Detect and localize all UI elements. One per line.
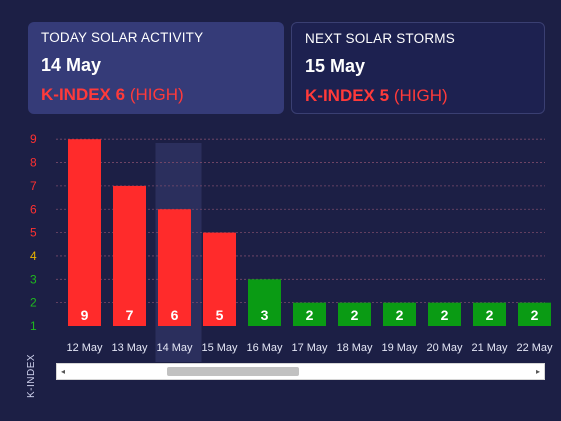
- next-kindex: K-INDEX 5 (HIGH): [305, 86, 544, 106]
- x-tick-label: 14 May: [156, 342, 193, 354]
- next-storms-label: NEXT SOLAR STORMS: [305, 31, 455, 46]
- x-tick-label: 17 May: [291, 342, 328, 354]
- scrollbar-thumb[interactable]: [167, 367, 299, 376]
- x-tick-label: 22 May: [516, 342, 553, 354]
- bar-value-label: 6: [171, 307, 179, 323]
- bar: [248, 279, 281, 326]
- bar-value-label: 3: [261, 307, 269, 323]
- scroll-right-icon[interactable]: ▸: [535, 367, 540, 376]
- chart-horizontal-scrollbar[interactable]: ◂ ▸: [56, 363, 545, 380]
- y-tick-label: 4: [30, 249, 37, 263]
- bar: [203, 232, 236, 326]
- today-date: 14 May: [41, 55, 102, 75]
- x-tick-label: 15 May: [201, 342, 238, 354]
- bar: [293, 302, 326, 326]
- y-axis-label: K-INDEX: [26, 353, 37, 398]
- y-tick-label: 5: [30, 226, 37, 240]
- kindex-bar-chart: 1 2 3 4 5 6 7 8 9 9 12 May 7 13 May 6 14 May 5 15 May 3 16…: [30, 132, 553, 362]
- bar: [518, 302, 551, 326]
- y-tick-label: 9: [30, 132, 37, 146]
- next-date: 15 May: [305, 56, 366, 76]
- y-tick-label: 7: [30, 179, 37, 193]
- next-storms-card: NEXT SOLAR STORMS 15 May K-INDEX 5 (HIGH…: [291, 22, 545, 114]
- x-tick-label: 13 May: [111, 342, 148, 354]
- today-kindex-value: K-INDEX 6: [41, 85, 126, 104]
- x-tick-label: 19 May: [381, 342, 418, 354]
- bar: [158, 209, 191, 326]
- bar-value-label: 9: [81, 307, 89, 323]
- bar-value-label: 2: [306, 307, 314, 323]
- bar-value-label: 2: [531, 307, 539, 323]
- next-kindex-value: K-INDEX 5: [305, 86, 390, 105]
- bar: [113, 185, 146, 326]
- bar: [428, 302, 461, 326]
- y-tick-label: 1: [30, 319, 37, 333]
- bar: [338, 302, 371, 326]
- today-kindex: K-INDEX 6 (HIGH): [41, 85, 284, 105]
- bar-value-label: 2: [441, 307, 449, 323]
- today-activity-card: TODAY SOLAR ACTIVITY 14 May K-INDEX 6 (H…: [28, 22, 284, 114]
- today-activity-label: TODAY SOLAR ACTIVITY: [41, 30, 204, 45]
- bar-value-label: 7: [126, 307, 134, 323]
- x-tick-label: 12 May: [66, 342, 103, 354]
- bar: [473, 302, 506, 326]
- x-tick-label: 18 May: [336, 342, 373, 354]
- x-tick-label: 20 May: [426, 342, 463, 354]
- bar-value-label: 2: [351, 307, 359, 323]
- bar-value-label: 2: [486, 307, 494, 323]
- x-tick-label: 21 May: [471, 342, 508, 354]
- bar-value-label: 5: [216, 307, 224, 323]
- bar: [383, 302, 416, 326]
- bar: [68, 139, 101, 326]
- y-tick-label: 2: [30, 296, 37, 310]
- today-level: (HIGH): [129, 85, 184, 104]
- x-tick-label: 16 May: [246, 342, 283, 354]
- bar-value-label: 2: [396, 307, 404, 323]
- y-tick-label: 3: [30, 272, 37, 286]
- next-level: (HIGH): [393, 86, 448, 105]
- y-tick-label: 8: [30, 156, 37, 170]
- scroll-left-icon[interactable]: ◂: [61, 367, 66, 376]
- y-tick-label: 6: [30, 202, 37, 216]
